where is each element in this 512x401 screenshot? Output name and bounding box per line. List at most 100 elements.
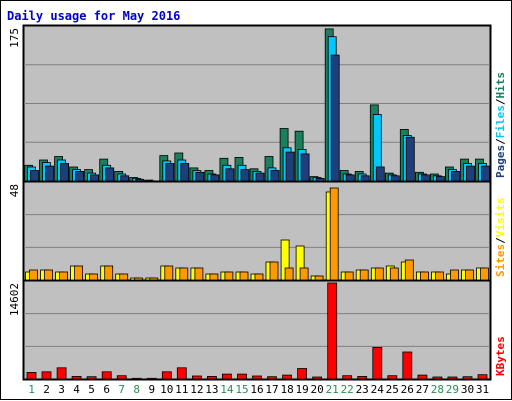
x-tick-label-day-24: 24 <box>371 383 385 396</box>
x-tick-label-day-14: 14 <box>220 383 234 396</box>
legend-text: Pages/Files/Hits <box>494 72 507 178</box>
bar-pages-day-19 <box>300 153 310 182</box>
bar-pages-day-22 <box>345 174 355 182</box>
x-tick-label-day-10: 10 <box>160 383 173 396</box>
x-tick-label-day-21: 21 <box>326 383 339 396</box>
legend-separator: / <box>494 237 507 244</box>
bar-pages-day-25 <box>390 175 400 182</box>
bar-sites-day-8 <box>134 277 144 281</box>
bar-sites-day-16 <box>254 273 264 281</box>
bar-kbytes-day-3 <box>56 367 67 380</box>
x-tick-label-day-31: 31 <box>476 383 489 396</box>
legend-text: Sites/Visits <box>494 198 507 278</box>
bar-sites-day-31 <box>480 267 489 281</box>
panel-max-label: 14602 <box>8 283 21 316</box>
bar-pages-day-1 <box>30 170 39 182</box>
bar-kbytes-day-26 <box>402 351 413 380</box>
series-kbytes <box>26 282 488 380</box>
bar-kbytes-day-2 <box>41 371 52 380</box>
x-tick-label-day-23: 23 <box>356 383 369 396</box>
chart-title: Daily usage for May 2016 <box>7 9 180 23</box>
panel-legend: KBytes <box>494 336 507 376</box>
bar-pages-day-23 <box>360 175 370 182</box>
bar-kbytes-day-5 <box>86 376 97 380</box>
bar-kbytes-day-23 <box>357 375 368 380</box>
bar-sites-day-29 <box>449 269 459 281</box>
x-tick-label-day-25: 25 <box>386 383 399 396</box>
series-pages <box>30 54 490 183</box>
bar-sites-day-19 <box>299 267 309 281</box>
bar-pages-day-27 <box>420 174 430 182</box>
bar-pages-day-12 <box>195 171 205 182</box>
legend-item-visits: Visits <box>494 198 507 238</box>
plot-outer-border <box>22 24 492 381</box>
bar-pages-day-4 <box>75 170 84 182</box>
bar-pages-day-24 <box>375 166 385 182</box>
bar-pages-day-3 <box>60 163 69 182</box>
x-tick-label-day-27: 27 <box>416 383 429 396</box>
bar-sites-day-15 <box>239 271 249 281</box>
panel-kbytes: 14602 KBytes <box>8 280 507 380</box>
bar-sites-day-21 <box>329 187 339 281</box>
bar-kbytes-day-11 <box>176 367 187 380</box>
bar-pages-day-16 <box>255 172 265 182</box>
legend-item-files: Files <box>494 105 507 138</box>
chart-panels: 175Pages/Files/Hits48Sites/Visits14602KB… <box>8 24 507 381</box>
bar-kbytes-day-14 <box>221 373 232 380</box>
bar-pages-day-2 <box>45 165 54 182</box>
bar-pages-day-5 <box>90 174 99 182</box>
bar-sites-day-12 <box>194 267 204 281</box>
bar-kbytes-day-6 <box>101 371 112 380</box>
bar-pages-day-6 <box>105 167 115 182</box>
bar-kbytes-day-27 <box>417 374 428 380</box>
bar-kbytes-day-15 <box>237 373 247 380</box>
x-tick-label-day-13: 13 <box>205 383 218 396</box>
bar-pages-day-13 <box>210 174 220 182</box>
bar-sites-day-11 <box>179 267 189 281</box>
bar-sites-day-3 <box>59 271 68 281</box>
bar-pages-day-15 <box>240 169 250 182</box>
legend-item-kbytes: KBytes <box>494 336 507 376</box>
x-tick-label-day-16: 16 <box>250 383 263 396</box>
bar-pages-day-20 <box>315 177 325 182</box>
panel-max-label: 175 <box>8 28 21 48</box>
panel-background <box>23 280 491 380</box>
bar-sites-day-1 <box>29 269 38 281</box>
series-sites <box>29 187 489 281</box>
panel-background <box>23 181 491 281</box>
x-tick-label-day-2: 2 <box>43 383 50 396</box>
x-tick-label-day-19: 19 <box>295 383 308 396</box>
x-tick-label-day-5: 5 <box>88 383 95 396</box>
x-tick-label-day-1: 1 <box>28 383 35 396</box>
bar-pages-day-30 <box>466 165 475 182</box>
bar-kbytes-day-24 <box>372 346 383 380</box>
bar-sites-day-23 <box>359 269 369 281</box>
legend-item-hits: Hits <box>494 72 507 99</box>
bar-sites-day-17 <box>269 261 279 281</box>
bar-sites-day-14 <box>224 271 234 281</box>
bar-pages-day-26 <box>405 136 415 182</box>
bar-pages-day-14 <box>225 168 235 182</box>
bar-pages-day-11 <box>180 163 190 182</box>
bar-pages-day-17 <box>270 170 280 182</box>
bar-sites-day-7 <box>119 273 129 281</box>
bar-pages-day-18 <box>285 151 295 182</box>
bar-sites-day-25 <box>389 267 399 281</box>
bar-sites-day-28 <box>434 271 444 281</box>
bar-sites-day-6 <box>104 265 114 281</box>
bar-sites-day-2 <box>44 269 53 281</box>
bar-sites-day-13 <box>209 273 219 281</box>
panel-legend: Pages/Files/Hits <box>494 72 507 178</box>
bar-sites-day-4 <box>74 265 83 281</box>
x-tick-label-day-17: 17 <box>265 383 278 396</box>
x-tick-label-day-3: 3 <box>58 383 65 396</box>
bar-pages-day-10 <box>165 163 175 182</box>
bar-kbytes-day-31 <box>477 374 488 380</box>
bar-kbytes-day-25 <box>387 375 398 380</box>
bar-kbytes-day-29 <box>447 376 458 380</box>
bar-sites-day-20 <box>314 275 324 281</box>
legend-separator: / <box>494 98 507 105</box>
bar-pages-day-7 <box>120 175 130 182</box>
